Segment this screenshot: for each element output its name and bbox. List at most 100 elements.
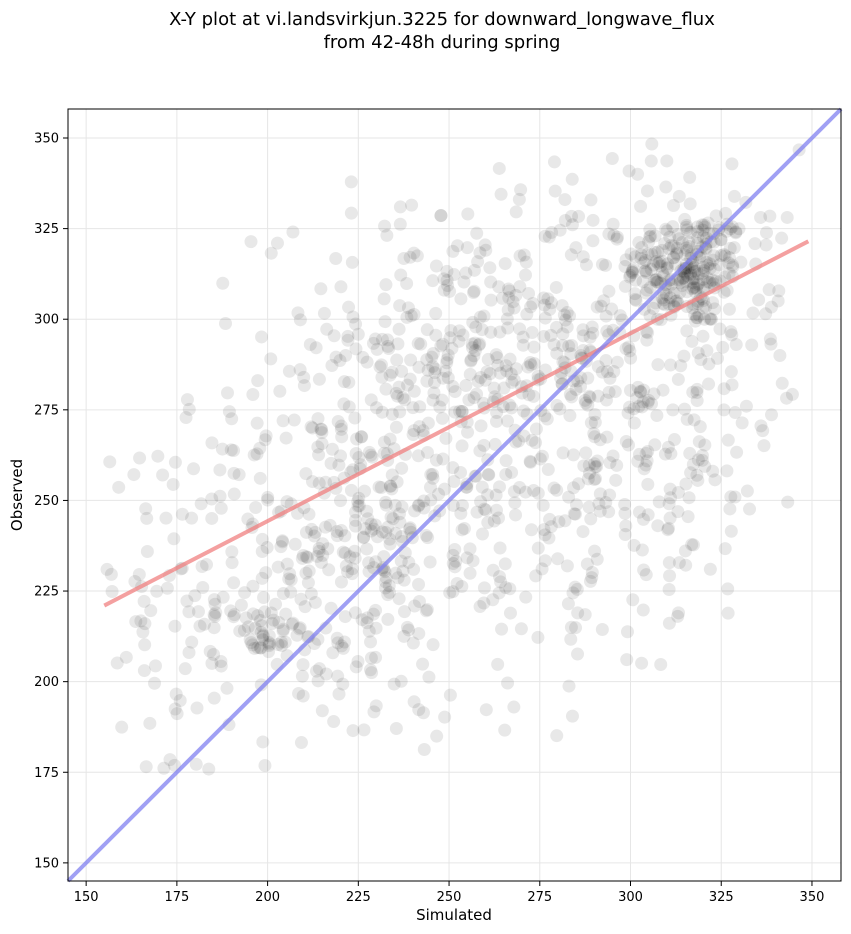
data-point: [444, 324, 458, 338]
data-point: [365, 666, 379, 680]
data-point: [303, 338, 317, 352]
data-point: [481, 488, 495, 502]
data-point: [563, 309, 577, 323]
data-point: [208, 609, 222, 623]
data-point: [696, 223, 710, 237]
data-point: [392, 592, 406, 606]
data-point: [621, 438, 635, 452]
data-point: [656, 383, 670, 397]
data-point: [538, 554, 552, 568]
data-point: [690, 468, 704, 482]
data-point: [690, 386, 704, 400]
data-point: [279, 431, 293, 445]
data-point: [227, 608, 241, 622]
data-point: [582, 500, 596, 514]
data-point: [662, 242, 676, 256]
data-point: [763, 332, 777, 346]
data-point: [686, 385, 700, 399]
data-point: [360, 504, 374, 518]
data-point: [437, 272, 451, 286]
data-point: [529, 436, 543, 450]
data-point: [490, 351, 504, 365]
data-point: [559, 313, 573, 327]
data-point: [775, 376, 789, 390]
data-point: [645, 137, 659, 151]
data-point: [224, 443, 238, 457]
data-point: [394, 674, 408, 688]
data-point: [276, 586, 290, 600]
data-point: [496, 400, 510, 414]
data-point: [537, 291, 551, 305]
data-point: [256, 628, 270, 642]
data-point: [721, 582, 735, 596]
data-point: [544, 520, 558, 534]
data-point: [110, 656, 124, 670]
data-point: [278, 635, 292, 649]
data-point: [641, 508, 655, 522]
data-point: [381, 339, 395, 353]
data-point: [254, 678, 268, 692]
data-point: [312, 372, 326, 386]
data-point: [420, 445, 434, 459]
data-point: [680, 218, 694, 232]
data-point: [433, 400, 447, 414]
data-point: [537, 329, 551, 343]
data-point: [599, 258, 613, 272]
data-point: [128, 575, 142, 589]
data-point: [477, 502, 491, 516]
data-point: [450, 576, 464, 590]
data-point: [318, 520, 332, 534]
data-point: [512, 434, 526, 448]
data-point: [619, 253, 633, 267]
data-point: [540, 412, 554, 426]
data-point: [304, 587, 318, 601]
y-tick-label: 200: [34, 675, 59, 690]
data-point: [396, 391, 410, 405]
data-point: [358, 522, 372, 536]
data-point: [324, 456, 338, 470]
data-point: [167, 532, 181, 546]
data-point: [697, 218, 711, 232]
data-point: [563, 387, 577, 401]
data-point: [423, 480, 437, 494]
data-point: [407, 424, 421, 438]
data-point: [625, 265, 639, 279]
data-point: [331, 414, 345, 428]
data-point: [427, 376, 441, 390]
data-point: [639, 568, 653, 582]
data-point: [363, 663, 377, 677]
data-point: [383, 368, 397, 382]
data-point: [389, 526, 403, 540]
data-point: [414, 337, 428, 351]
data-point: [678, 212, 692, 226]
data-point: [645, 247, 659, 261]
data-point: [581, 472, 595, 486]
data-point: [419, 604, 433, 618]
data-point: [729, 226, 743, 240]
data-point: [531, 630, 545, 644]
data-point: [679, 241, 693, 255]
data-point: [272, 615, 286, 629]
data-point: [243, 632, 257, 646]
data-point: [627, 538, 641, 552]
data-point: [406, 428, 420, 442]
data-point: [623, 400, 637, 414]
data-point: [724, 524, 738, 538]
x-axis-label: Simulated: [416, 906, 492, 924]
data-point: [391, 337, 405, 351]
data-point: [569, 498, 583, 512]
data-point: [205, 436, 219, 450]
data-point: [499, 581, 513, 595]
data-point: [545, 225, 559, 239]
data-point: [291, 306, 305, 320]
data-point: [475, 323, 489, 337]
data-point: [661, 440, 675, 454]
data-point: [590, 460, 604, 474]
data-point: [632, 399, 646, 413]
data-point: [334, 419, 348, 433]
y-tick-label: 325: [34, 222, 59, 237]
data-point: [286, 225, 300, 239]
data-point: [609, 473, 623, 487]
data-point: [386, 512, 400, 526]
